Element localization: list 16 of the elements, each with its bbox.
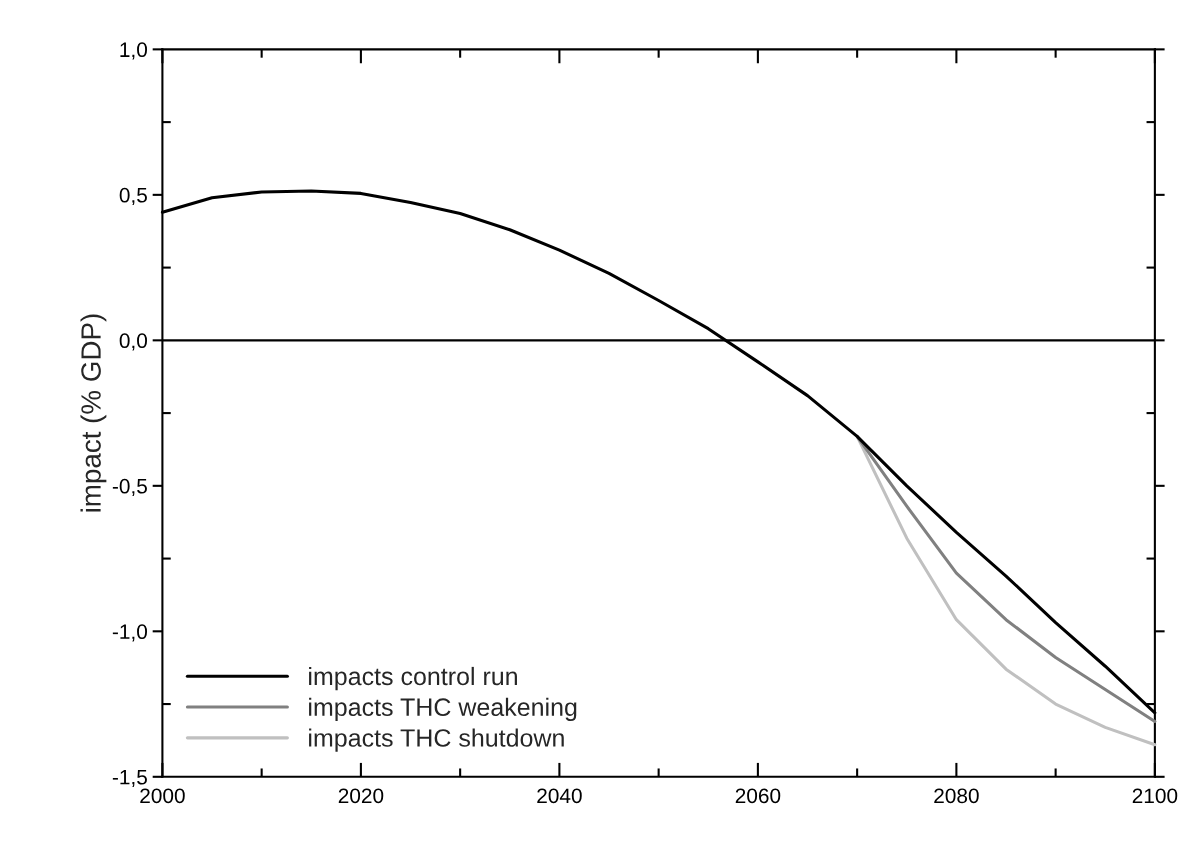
x-tick-label: 2100 (1132, 788, 1178, 804)
y-tick-label: 1,0 (120, 42, 148, 60)
x-tick-label: 2040 (537, 788, 582, 804)
legend-label: impacts THC shutdown (309, 728, 564, 752)
y-axis-title: impact (% GDP) (80, 314, 107, 512)
x-tick-label: 2000 (140, 788, 185, 804)
legend-label: impacts control run (309, 666, 517, 691)
legend-label: impacts THC weakening (309, 697, 577, 721)
y-tick-label: -0,5 (112, 478, 147, 497)
y-tick-label: 0,5 (119, 187, 147, 206)
y-tick-label: -1,5 (112, 770, 147, 788)
x-tick-label: 2020 (338, 788, 384, 804)
y-tick-label: -1,0 (112, 624, 148, 642)
x-tick-label: 2060 (735, 788, 781, 804)
x-tick-label: 2080 (934, 788, 979, 804)
y-tick-label: 0,0 (119, 333, 148, 351)
